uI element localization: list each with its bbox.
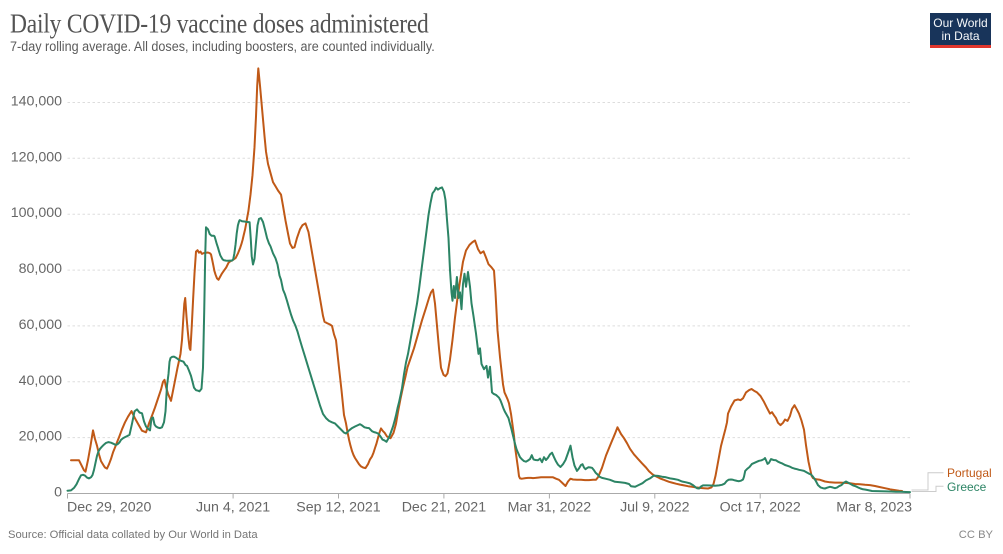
svg-text:40,000: 40,000	[19, 373, 63, 389]
svg-text:Dec 21, 2021: Dec 21, 2021	[402, 500, 487, 516]
svg-text:Sep 12, 2021: Sep 12, 2021	[296, 500, 381, 516]
svg-text:60,000: 60,000	[19, 317, 63, 333]
svg-text:80,000: 80,000	[19, 261, 63, 277]
svg-text:Jun 4, 2021: Jun 4, 2021	[196, 500, 270, 516]
svg-text:Jul 9, 2022: Jul 9, 2022	[620, 500, 690, 516]
svg-text:100,000: 100,000	[11, 205, 62, 221]
svg-text:140,000: 140,000	[11, 94, 62, 110]
svg-text:Dec 29, 2020: Dec 29, 2020	[67, 500, 152, 516]
svg-text:Mar 31, 2022: Mar 31, 2022	[508, 500, 592, 516]
svg-text:20,000: 20,000	[19, 429, 63, 445]
svg-text:Mar 8, 2023: Mar 8, 2023	[836, 500, 912, 516]
svg-text:120,000: 120,000	[11, 149, 62, 165]
svg-text:Oct 17, 2022: Oct 17, 2022	[720, 500, 801, 516]
svg-text:Portugal: Portugal	[947, 466, 992, 480]
svg-text:Greece: Greece	[947, 480, 987, 494]
svg-text:0: 0	[54, 485, 62, 501]
